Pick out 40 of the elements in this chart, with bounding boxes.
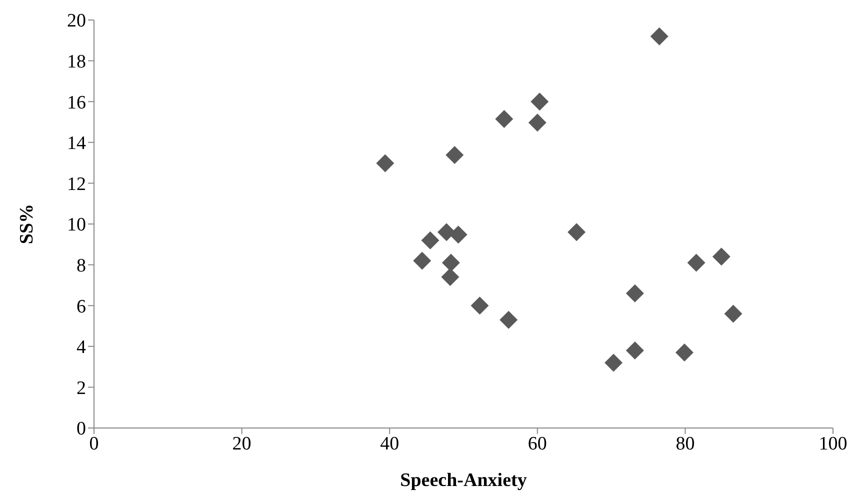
y-axis-title: SS%	[16, 204, 38, 244]
point	[441, 268, 460, 286]
x-tick-label: 20	[232, 433, 252, 454]
point	[626, 341, 644, 360]
point	[528, 114, 546, 132]
point	[530, 92, 549, 111]
x-tick-label: 60	[528, 433, 547, 454]
y-tick-label: 16	[67, 92, 86, 114]
x-tick-label: 100	[818, 433, 848, 454]
point	[687, 254, 706, 272]
point	[712, 248, 730, 266]
y-tick-label: 18	[67, 52, 86, 73]
y-tick-label: 0	[76, 418, 86, 440]
point	[376, 154, 394, 172]
y-tick-label: 14	[67, 133, 86, 154]
point	[675, 344, 694, 362]
point	[495, 110, 514, 128]
x-axis-title: Speech-Anxiety	[400, 470, 528, 491]
y-tick-label: 8	[76, 256, 86, 277]
point	[604, 354, 623, 372]
y-tick-label: 4	[76, 337, 86, 358]
point	[421, 231, 440, 250]
point	[724, 304, 742, 323]
y-tick-label: 12	[67, 174, 86, 195]
y-tick-label: 10	[67, 214, 86, 236]
point	[413, 252, 432, 270]
point	[626, 284, 644, 302]
x-tick-label: 40	[380, 433, 400, 454]
y-tick-label: 6	[76, 296, 86, 318]
point	[446, 146, 464, 164]
point	[438, 223, 456, 242]
point	[449, 226, 468, 244]
point	[500, 310, 518, 329]
point	[442, 254, 460, 272]
x-tick-label: 80	[676, 433, 695, 454]
point	[470, 296, 489, 315]
point	[650, 27, 668, 46]
y-tick-label: 2	[76, 378, 86, 399]
point	[568, 223, 586, 242]
y-tick-label: 20	[67, 10, 86, 32]
